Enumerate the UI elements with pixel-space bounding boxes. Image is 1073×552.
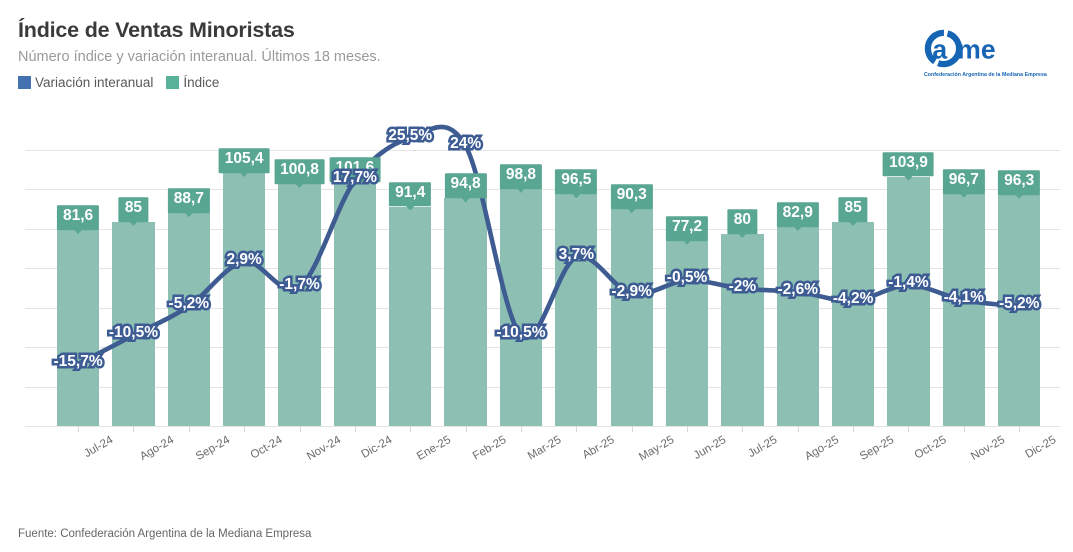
svg-text:me: me (957, 34, 995, 64)
svg-text:a: a (932, 34, 947, 64)
